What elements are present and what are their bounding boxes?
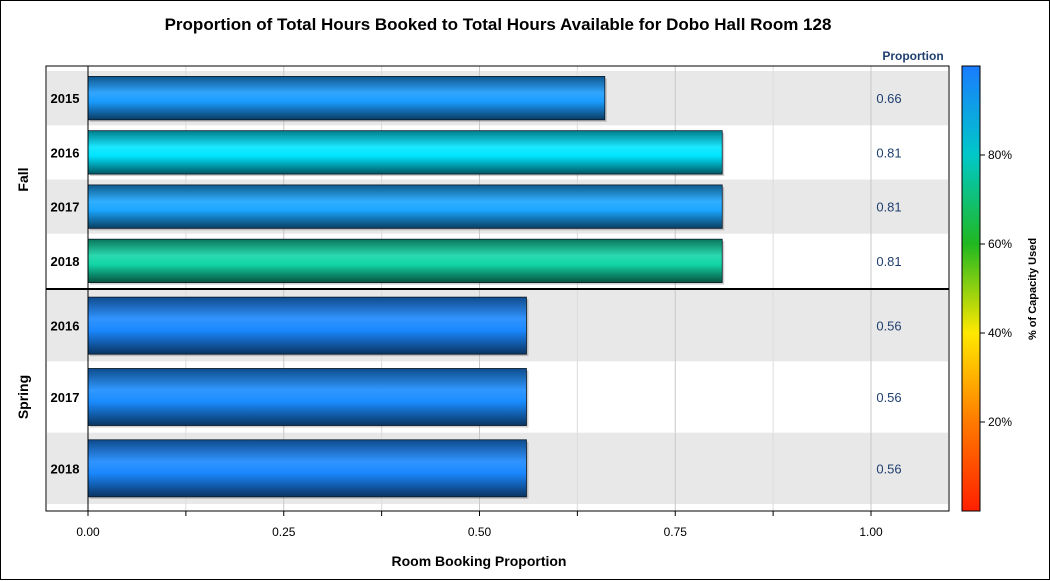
category-label: 2016 (51, 319, 80, 334)
colorbar-tick-label: 60% (988, 237, 1012, 251)
bars-layer (87, 76, 725, 499)
category-label: 2016 (51, 145, 80, 160)
colorbar (961, 65, 981, 512)
bar-spring-2017 (87, 368, 527, 426)
colorbar-tick-label: 40% (988, 326, 1012, 340)
bar-spring-2018 (87, 439, 527, 498)
labels-layer: 2015 0.66 2016 0.81 2017 0.81 2018 0.81 2016 0.56… (15, 91, 902, 476)
category-label: 2015 (51, 91, 80, 106)
x-tick-label: 0.75 (664, 525, 688, 539)
x-axis-label: Room Booking Proportion (392, 553, 567, 569)
value-column-header: Proportion (882, 49, 943, 63)
category-label: 2017 (51, 200, 80, 215)
group-label: Spring (15, 375, 31, 419)
bar-spring-2016 (87, 296, 527, 355)
data-label: 0.56 (876, 319, 901, 334)
x-tick-label: 1.00 (859, 525, 883, 539)
data-label: 0.81 (876, 145, 901, 160)
data-label: 0.66 (876, 91, 901, 106)
category-label: 2017 (51, 390, 80, 405)
bar-fall-2016 (87, 130, 723, 175)
group-label: Fall (15, 167, 31, 191)
data-label: 0.81 (876, 254, 901, 269)
colorbar-legend: 20% 40% 60% 80% % of Capacity Used (961, 65, 1039, 512)
x-tick-label: 0.25 (272, 525, 296, 539)
x-tick-label: 0.50 (468, 525, 492, 539)
x-axis: 0.00 0.25 0.50 0.75 1.00 (45, 65, 950, 539)
bar-fall-2018 (87, 238, 723, 283)
data-label: 0.56 (876, 390, 901, 405)
category-label: 2018 (51, 461, 80, 476)
data-label: 0.81 (876, 200, 901, 215)
category-label: 2018 (51, 254, 80, 269)
chart-title: Proportion of Total Hours Booked to Tota… (165, 15, 832, 34)
colorbar-tick-label: 20% (988, 415, 1012, 429)
x-tick-label: 0.00 (76, 525, 100, 539)
colorbar-tick-label: 80% (988, 148, 1012, 162)
colorbar-label: % of Capacity Used (1027, 238, 1039, 340)
data-label: 0.56 (876, 461, 901, 476)
plot-border (45, 65, 950, 512)
bar-fall-2015 (87, 76, 606, 121)
bar-fall-2017 (87, 184, 723, 229)
